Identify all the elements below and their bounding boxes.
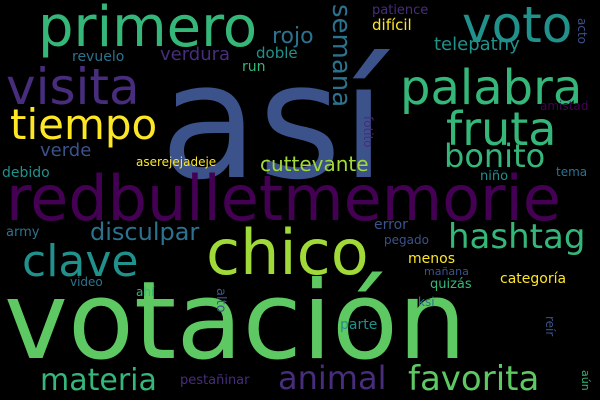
word-cuttevante: cuttevante (260, 152, 369, 176)
word-quizas: quizás (430, 277, 472, 292)
word-revuelo: revuelo (72, 49, 125, 65)
word-bonito: bonito (444, 137, 546, 175)
word-clave: clave (22, 236, 139, 287)
word-nino: niño (480, 169, 509, 184)
word-fruta: fruta (446, 102, 557, 156)
word-votacion: votación (4, 259, 467, 384)
word-verde: verde (40, 140, 92, 161)
word-parte: parte (340, 317, 378, 333)
word-patience: patience (372, 3, 429, 18)
word-fotito: fotito (361, 116, 375, 148)
word-acto: acto (575, 18, 589, 44)
word-menos: menos (408, 251, 455, 267)
word-redbulletmemorie: redbulletmemorie (6, 162, 561, 235)
word-aun: aún (579, 370, 592, 391)
word-visita: visita (6, 58, 140, 116)
word-video: video (70, 275, 103, 289)
word-animal: animal (278, 359, 387, 397)
word-manana: mañana (424, 265, 469, 278)
word-error: error (374, 217, 408, 233)
word-voto: voto (462, 0, 573, 54)
word-debido: debido (2, 165, 50, 181)
word-favorita: favorita (408, 359, 540, 399)
word-telepathy: telepathy (434, 34, 520, 55)
word-verdura: verdura (160, 44, 231, 65)
word-rojo: rojo (272, 24, 314, 49)
word-ksi: ksi (418, 295, 435, 309)
word-materia: materia (40, 363, 157, 398)
word-semana: semana (326, 4, 356, 108)
word-categoria: categoría (500, 271, 567, 287)
word-alto: alto (213, 288, 228, 313)
word-asi: así (160, 28, 386, 215)
word-run: run (242, 59, 266, 75)
word-amistad: amistad (540, 99, 589, 113)
word-tema: tema (556, 165, 588, 179)
word-army: army (6, 225, 40, 240)
word-tiempo: tiempo (10, 100, 158, 149)
word-palabra: palabra (400, 60, 583, 116)
word-dificil: difícil (372, 16, 412, 34)
word-disculpar: disculpar (90, 218, 200, 246)
word-reir: reír (543, 316, 557, 337)
word-primero: primero (38, 0, 258, 60)
word-pestaninar: pestañinar (180, 373, 250, 388)
word-hashtag: hashtag (448, 217, 586, 257)
word-aserejejadeje: aserejejadeje (136, 155, 217, 169)
word-chico: chico (206, 216, 369, 289)
word-ahi: ahí (136, 285, 155, 299)
word-doble: doble (256, 44, 298, 62)
word-pegado: pegado (384, 233, 429, 247)
